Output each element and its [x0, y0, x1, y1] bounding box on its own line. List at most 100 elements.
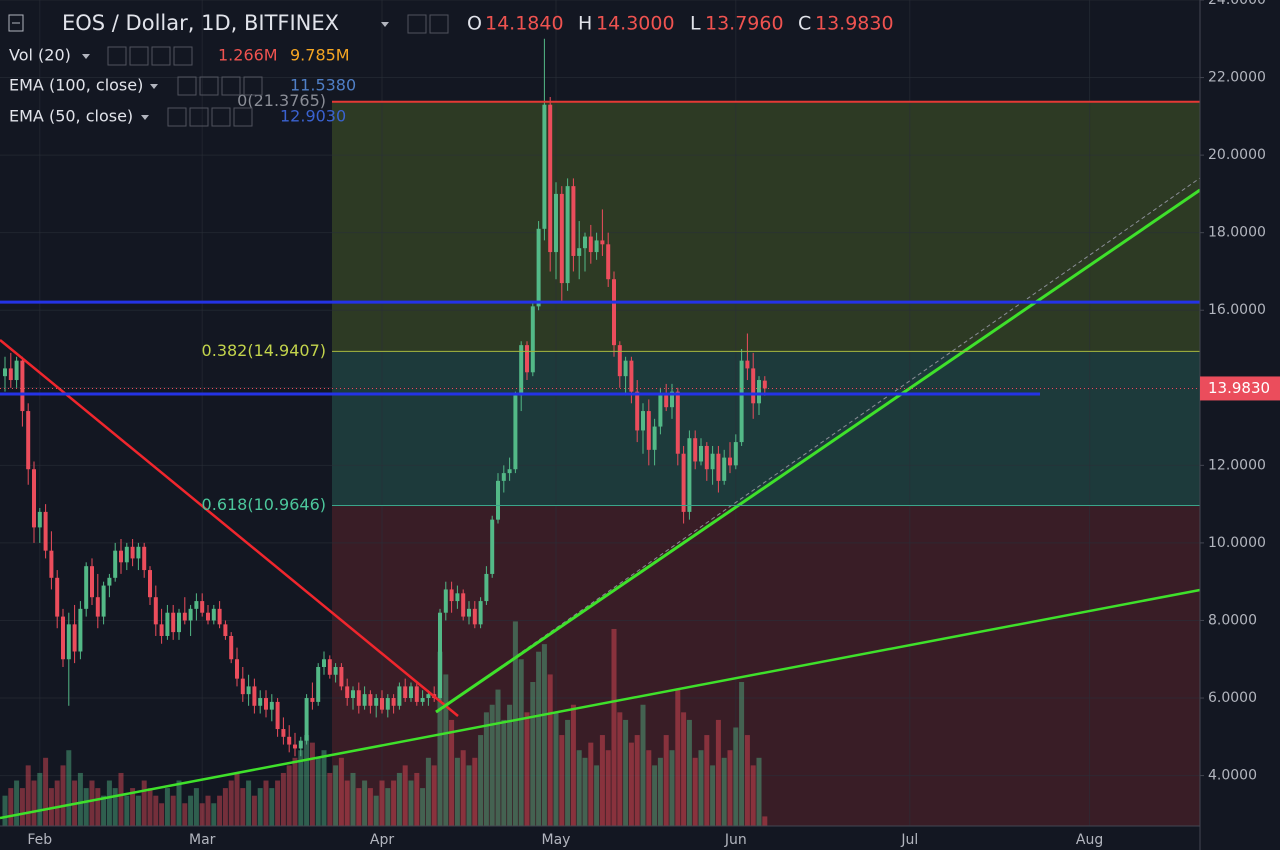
volume-bar — [536, 651, 542, 826]
candle-body — [159, 624, 164, 636]
volume-bar — [95, 788, 101, 826]
volume-bar — [524, 712, 530, 826]
collapse-icon[interactable] — [8, 14, 24, 32]
candle-body — [571, 186, 576, 256]
candle-body — [629, 360, 634, 392]
tool-icon[interactable] — [189, 107, 209, 127]
volume-bar — [379, 780, 385, 826]
tool-icon[interactable] — [221, 76, 241, 96]
dropdown-icon[interactable] — [141, 115, 149, 120]
dropdown-icon[interactable] — [381, 22, 389, 27]
tool-icon[interactable] — [129, 46, 149, 66]
volume-bar — [37, 772, 43, 826]
candle-body — [84, 566, 89, 609]
volume-bar — [222, 788, 228, 826]
volume-bar — [240, 788, 246, 826]
fib-label: 0.382(14.9407) — [202, 341, 326, 360]
tool-icon[interactable] — [233, 107, 253, 127]
candle-body — [252, 686, 257, 706]
volume-bar — [530, 682, 536, 826]
volume-bar — [640, 704, 646, 826]
legend-value: 11.5380 — [290, 76, 356, 95]
candle-body — [472, 608, 477, 625]
tool-icon[interactable] — [429, 14, 449, 34]
tool-icon[interactable] — [199, 76, 219, 96]
volume-bar — [733, 727, 739, 826]
trend-line — [435, 188, 1201, 714]
volume-bar — [275, 780, 281, 826]
candle-body — [3, 368, 7, 377]
candle-body — [745, 360, 750, 369]
volume-bar — [135, 795, 141, 826]
volume-bar — [443, 674, 449, 826]
volume-bar — [298, 750, 304, 826]
candle-body — [658, 395, 663, 427]
candle-body — [293, 744, 297, 749]
candle-body — [95, 597, 100, 617]
volume-bar — [425, 757, 431, 826]
tool-icon[interactable] — [177, 76, 197, 96]
volume-bar — [420, 788, 426, 826]
candle-body — [235, 659, 239, 679]
tool-icon[interactable] — [167, 107, 187, 127]
candle-body — [507, 469, 512, 474]
candle-body — [641, 411, 645, 431]
candle-body — [704, 445, 709, 470]
candle-body — [55, 577, 60, 617]
candle-body — [258, 698, 263, 706]
ohlc-value: 13.9830 — [815, 13, 894, 35]
candle-body — [333, 667, 338, 675]
dropdown-icon[interactable] — [82, 54, 90, 59]
tool-icon[interactable] — [243, 76, 263, 96]
volume-bar — [692, 757, 698, 826]
candle-body — [635, 391, 640, 431]
volume-bar — [14, 780, 20, 826]
candle-body — [14, 360, 19, 381]
volume-bar — [246, 780, 252, 826]
volume-bar — [507, 704, 513, 826]
tool-icon[interactable] — [211, 107, 231, 127]
volume-bar — [704, 735, 710, 826]
volume-bar — [623, 719, 629, 826]
candle-body — [617, 345, 622, 377]
y-tick-label: 18.0000 — [1208, 225, 1266, 241]
candle-body — [670, 391, 674, 408]
ohlc-value: 14.3000 — [596, 13, 675, 35]
tool-icon[interactable] — [407, 14, 427, 34]
dropdown-icon[interactable] — [150, 84, 158, 89]
candle-body — [577, 248, 582, 256]
candle-body — [716, 453, 721, 481]
volume-bar — [153, 795, 159, 826]
volume-bar — [309, 742, 315, 826]
volume-bar — [466, 765, 472, 826]
tool-icon[interactable] — [173, 46, 193, 66]
volume-bar — [77, 772, 83, 826]
candle-body — [600, 240, 605, 245]
tool-icon[interactable] — [107, 46, 127, 66]
volume-bar — [141, 780, 147, 826]
last-price-label: 13.9830 — [1208, 379, 1270, 397]
candle-body — [264, 698, 268, 710]
candle-body — [525, 345, 529, 373]
volume-bar — [124, 795, 130, 826]
candle-body — [449, 589, 454, 602]
candle-body — [751, 368, 756, 404]
legend: EOS / Dollar, 1D, BITFINEX O 14.1840 H 14.3… — [8, 11, 894, 127]
candle-body — [710, 453, 715, 470]
candle-body — [374, 698, 379, 706]
candle-body — [403, 686, 408, 699]
volume-bar — [356, 788, 362, 826]
ohlc-value: 13.7960 — [705, 13, 784, 35]
volume-bar — [170, 795, 176, 826]
candle-body — [113, 550, 118, 578]
candle-body — [101, 585, 106, 617]
fib-label: 0(21.3765) — [237, 91, 326, 110]
volume-bar — [396, 772, 402, 826]
tool-icon[interactable] — [151, 46, 171, 66]
volume-bar — [269, 788, 275, 826]
candle-body — [49, 550, 54, 578]
candle-body — [664, 395, 669, 408]
volume-bar — [257, 788, 263, 826]
time-axis — [0, 826, 1200, 850]
